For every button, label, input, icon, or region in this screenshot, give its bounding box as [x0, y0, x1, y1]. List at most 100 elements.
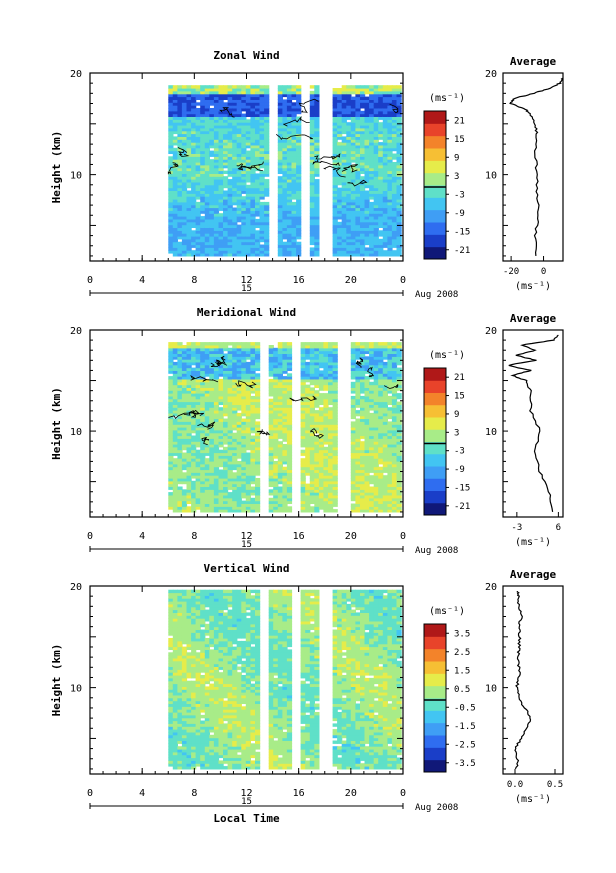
x-tick-label: 20	[345, 531, 357, 542]
x-tick-label: 4	[139, 531, 145, 542]
colorbar-segment	[424, 441, 446, 455]
colorbar-segment	[424, 722, 446, 736]
y-axis-label: Height (km)	[50, 131, 63, 204]
x-tick-label: 8	[191, 788, 197, 799]
profile-title: Average	[510, 568, 557, 581]
panel-title: Meridional Wind	[197, 306, 296, 319]
x-tick-label: 12	[240, 531, 252, 542]
profile-x-label: (ms⁻¹)	[515, 281, 551, 292]
profile-title: Average	[510, 312, 557, 325]
y-tick-label: 20	[70, 582, 82, 593]
colorbar-tick-label: 21	[454, 116, 465, 126]
y-tick-label: 10	[70, 684, 82, 695]
x-tick-label: 16	[293, 788, 305, 799]
colorbar-tick-label: -21	[454, 246, 470, 256]
day-bar-ends	[89, 803, 404, 809]
colorbar-frame	[423, 367, 447, 516]
colorbar-tick-label: -0.5	[454, 703, 476, 713]
heatmap-cells	[168, 589, 402, 770]
y-axis: 10 20	[70, 582, 403, 770]
profile-line	[509, 77, 564, 256]
x-tick-label: 0	[400, 531, 406, 542]
colorbar-tick-label: 9	[454, 153, 459, 163]
x-tick-label: 20	[345, 788, 357, 799]
date-label: Aug 2008	[415, 290, 458, 300]
colorbar-frame	[423, 110, 447, 260]
x-tick-label: 4	[139, 275, 145, 286]
x-tick-label: 0	[87, 788, 93, 799]
colorbar-segment	[424, 502, 446, 516]
x-tick-label: 20	[345, 275, 357, 286]
profile-line	[514, 591, 532, 770]
colorbar-segment	[424, 148, 446, 161]
colorbar-segment	[424, 197, 446, 211]
colorbar-segment	[424, 636, 446, 650]
colorbar-tick-label: 3.5	[454, 629, 470, 639]
colorbar-tick-label: -15	[454, 483, 470, 493]
profile-y-tick-label: 20	[485, 69, 497, 80]
x-tick-label: 12	[240, 275, 252, 286]
profile-line	[508, 334, 559, 512]
x-axis: 0 4 8 12 16 20 0	[87, 330, 406, 542]
heatmap-cells	[168, 85, 402, 257]
colorbar-tick-label: 3	[454, 428, 459, 438]
colorbar-unit: (ms⁻¹)	[429, 93, 465, 104]
profile-y-tick-label: 10	[485, 684, 497, 695]
y-axis-label: Height (km)	[50, 387, 63, 460]
colorbar-segment	[424, 123, 446, 137]
y-axis-label: Height (km)	[50, 644, 63, 717]
colorbar-segment	[424, 172, 446, 186]
colorbar-segment	[424, 759, 446, 773]
colorbar-segment	[424, 478, 446, 491]
profile-x-label: (ms⁻¹)	[515, 794, 551, 805]
day-bar-ends	[89, 290, 404, 296]
colorbar-segment	[424, 392, 446, 406]
colorbar-segment	[424, 710, 446, 724]
y-axis: 10 20	[70, 69, 403, 257]
colorbar-segment	[424, 222, 446, 235]
profile-y-tick-label: 20	[485, 582, 497, 593]
colorbar-segment	[424, 735, 446, 748]
average-profile: Average 10 20 -3 6 (ms⁻¹)	[485, 312, 564, 548]
x-tick-label: 12	[240, 788, 252, 799]
x-tick-label: 8	[191, 531, 197, 542]
day-label: 15	[241, 797, 252, 807]
panel-title: Vertical Wind	[203, 562, 289, 575]
colorbar-segment	[424, 246, 446, 260]
colorbar-segment	[424, 234, 446, 248]
colorbar-tick-label: 3	[454, 172, 459, 182]
date-label: Aug 2008	[415, 803, 458, 813]
colorbar-tick-label: 2.5	[454, 648, 470, 658]
x-tick-label: 16	[293, 275, 305, 286]
x-axis-label: Local Time	[213, 812, 280, 825]
average-profile: Average 10 20 -20 0 (ms⁻¹)	[485, 55, 564, 292]
heatmap-cells	[168, 342, 402, 513]
contour-lines	[168, 355, 399, 446]
colorbar-segment	[424, 368, 446, 381]
colorbar-frame	[423, 623, 447, 773]
profile-x-tick-label: 0.0	[507, 780, 523, 790]
colorbar-tick-label: -15	[454, 227, 470, 237]
colorbar-unit: (ms⁻¹)	[429, 606, 465, 617]
x-axis: 0 4 8 12 16 20 0	[87, 73, 406, 286]
day-bar-ends	[89, 546, 404, 552]
colorbar-segment	[424, 380, 446, 393]
y-tick-label: 20	[70, 326, 82, 337]
profile-y-tick-label: 20	[485, 326, 497, 337]
x-tick-label: 4	[139, 788, 145, 799]
colorbar-tick-label: 9	[454, 410, 459, 420]
colorbar-tick-label: -9	[454, 465, 465, 475]
colorbar-tick-label: -9	[454, 209, 465, 219]
colorbar: (ms⁻¹) 3.5 2.5 1.5 0.5 -0.5 -1.5 -2.5 -3.5	[423, 606, 476, 773]
x-tick-label: 16	[293, 531, 305, 542]
colorbar-tick-label: 1.5	[454, 666, 470, 676]
x-tick-label: 0	[87, 275, 93, 286]
colorbar-tick-label: -3.5	[454, 759, 476, 769]
profile-x-tick-label: 0.5	[547, 780, 563, 790]
x-tick-label: 0	[400, 275, 406, 286]
x-axis: 0 4 8 12 16 20 0	[87, 586, 406, 799]
profile-x-tick-label: -20	[503, 267, 519, 277]
colorbar-tick-label: 21	[454, 373, 465, 383]
colorbar-segment	[424, 453, 446, 467]
colorbar-segment	[424, 160, 446, 174]
